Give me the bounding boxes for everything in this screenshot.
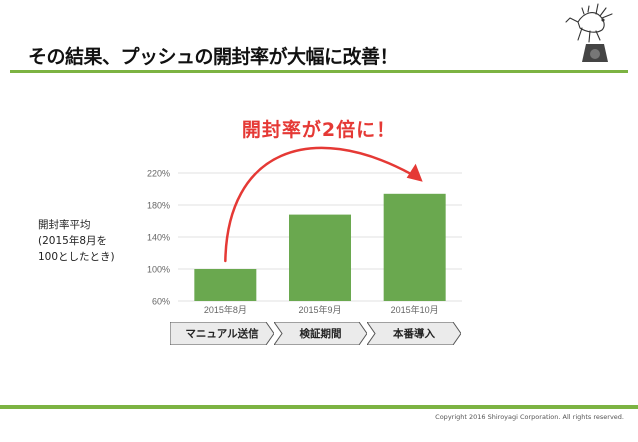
y-axis-note-line: 開封率平均 <box>38 219 91 231</box>
phase-production: 本番導入 <box>367 322 461 345</box>
y-tick-label: 220% <box>147 169 170 179</box>
bar <box>194 269 257 301</box>
y-tick-label: 100% <box>147 265 170 275</box>
y-tick-label: 180% <box>147 201 170 211</box>
x-tick-label: 2015年8月 <box>204 304 247 315</box>
growth-arrow-head <box>406 163 423 182</box>
phase-verification: 検証期間 <box>274 322 367 345</box>
bar <box>383 193 446 301</box>
x-tick-label: 2015年9月 <box>298 304 341 315</box>
footer-divider <box>0 405 638 409</box>
x-tick-label: 2015年10月 <box>391 304 439 315</box>
y-tick-label: 60% <box>152 297 170 307</box>
y-axis-note-line: (2015年8月を <box>38 235 107 247</box>
title-divider <box>10 70 628 73</box>
y-axis-note: 開封率平均 (2015年8月を 100としたとき) <box>38 217 115 265</box>
bar <box>289 214 351 301</box>
y-axis-note-line: 100としたとき) <box>38 251 115 263</box>
goat-logo-icon <box>565 3 613 62</box>
phase-label: マニュアル送信 <box>185 328 259 340</box>
callout-text: 開封率が2倍に！ <box>241 119 397 141</box>
phase-manual-send: マニュアル送信 <box>170 322 274 345</box>
phase-label: 検証期間 <box>299 328 342 340</box>
phase-label: 本番導入 <box>393 328 435 340</box>
growth-arrow <box>224 146 412 263</box>
copyright-text: Copyright 2016 Shiroyagi Corporation. Al… <box>435 413 624 421</box>
y-tick-label: 140% <box>147 233 170 243</box>
slide-title: その結果、プッシュの開封率が大幅に改善！ <box>28 46 399 68</box>
